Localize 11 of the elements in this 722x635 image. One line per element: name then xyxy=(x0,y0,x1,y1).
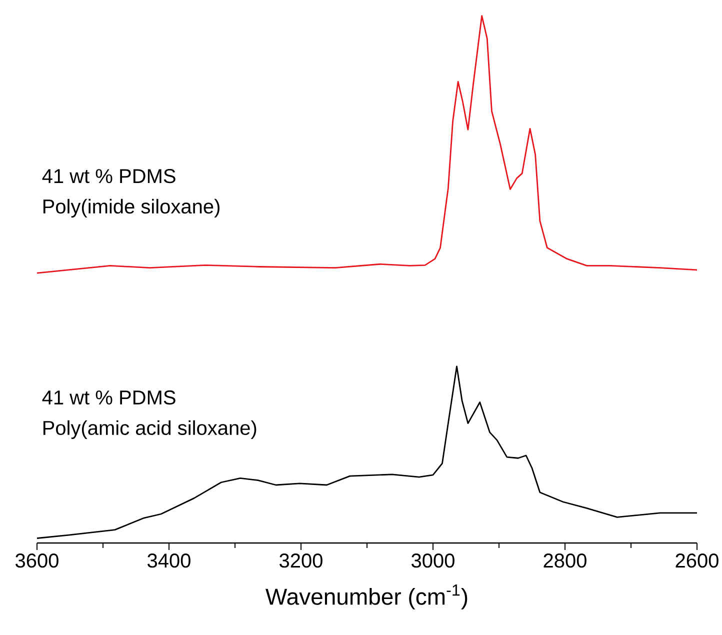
x-tick-label: 2600 xyxy=(676,554,718,568)
x-axis-title: Wavenumber (cm$^{-1}$) xyxy=(266,584,468,610)
x-tick-label: 2800 xyxy=(544,554,586,568)
annotation: 41 wt % PDMS xyxy=(42,169,176,184)
x-tick-label: 3000 xyxy=(412,554,454,568)
x-tick-label: 3600 xyxy=(16,554,58,568)
text: Poly(amic acid siloxane) xyxy=(43,420,256,439)
text: Poly(imide siloxane) xyxy=(43,198,220,218)
annotation: 41 wt % PDMS xyxy=(42,390,176,405)
x-tick-label: 3200 xyxy=(280,554,322,568)
x-tick-label: 3400 xyxy=(148,554,190,568)
